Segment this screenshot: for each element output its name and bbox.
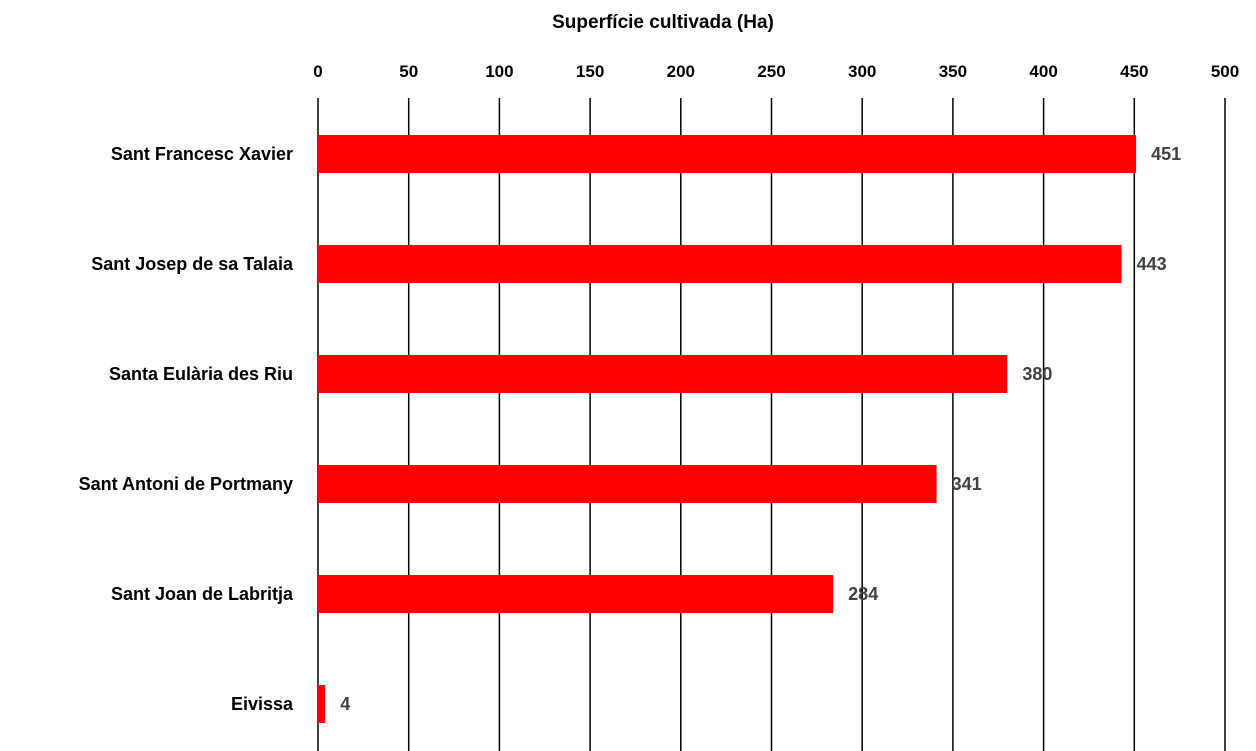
data-label: 443 <box>1137 254 1167 274</box>
data-label: 451 <box>1151 144 1181 164</box>
category-label: Eivissa <box>231 694 294 714</box>
data-labels: 451 443 380 341 284 4 <box>340 144 1181 714</box>
x-tick-label: 0 <box>313 62 322 81</box>
x-tick-label: 100 <box>485 62 513 81</box>
x-tick-label: 350 <box>939 62 967 81</box>
x-tick-label: 500 <box>1211 62 1239 81</box>
x-tick-label: 200 <box>667 62 695 81</box>
bar <box>318 575 834 613</box>
x-tick-label: 250 <box>757 62 785 81</box>
x-tick-label: 400 <box>1029 62 1057 81</box>
bar <box>318 135 1137 173</box>
gridlines <box>317 98 1226 751</box>
data-label: 341 <box>952 474 982 494</box>
x-tick-labels: 0 50 100 150 200 250 300 350 400 450 500 <box>313 62 1239 81</box>
bar <box>318 245 1122 283</box>
x-axis-title: Superfície cultivada (Ha) <box>552 12 774 33</box>
bars <box>318 135 1137 723</box>
x-tick-label: 300 <box>848 62 876 81</box>
category-label: Sant Josep de sa Talaia <box>91 254 294 274</box>
category-label: Sant Joan de Labritja <box>111 584 294 604</box>
x-tick-label: 450 <box>1120 62 1148 81</box>
bar <box>318 685 326 723</box>
x-tick-label: 50 <box>399 62 418 81</box>
category-label: Sant Antoni de Portmany <box>79 474 293 494</box>
bar <box>318 355 1008 393</box>
x-tick-label: 150 <box>576 62 604 81</box>
bar <box>318 465 937 503</box>
data-label: 284 <box>848 584 878 604</box>
data-label: 4 <box>340 694 350 714</box>
category-label: Sant Francesc Xavier <box>111 144 293 164</box>
category-labels: Sant Francesc Xavier Sant Josep de sa Tal… <box>79 144 294 714</box>
category-label: Santa Eulària des Riu <box>109 364 293 384</box>
data-label: 380 <box>1022 364 1052 384</box>
